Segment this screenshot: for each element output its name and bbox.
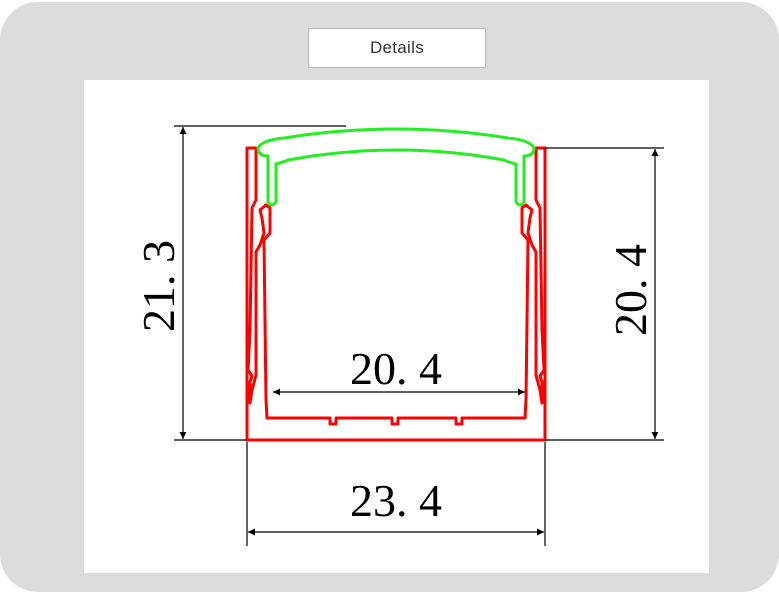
aluminium-profile	[245, 146, 547, 442]
dimension-outer-width: 23. 4	[350, 475, 442, 526]
drawing-panel: 21. 3 20. 4 20. 4 23. 4	[84, 80, 709, 573]
profile-drawing: 21. 3 20. 4 20. 4 23. 4	[133, 125, 664, 546]
details-tab[interactable]: Details	[308, 28, 486, 68]
diffuser-cover	[256, 127, 536, 207]
details-tab-label: Details	[369, 38, 425, 57]
dimension-inner-width: 20. 4	[350, 343, 442, 394]
dimension-lines	[174, 125, 664, 546]
dimension-height-body: 20. 4	[605, 244, 656, 336]
dimension-height-overall: 21. 3	[133, 240, 184, 332]
